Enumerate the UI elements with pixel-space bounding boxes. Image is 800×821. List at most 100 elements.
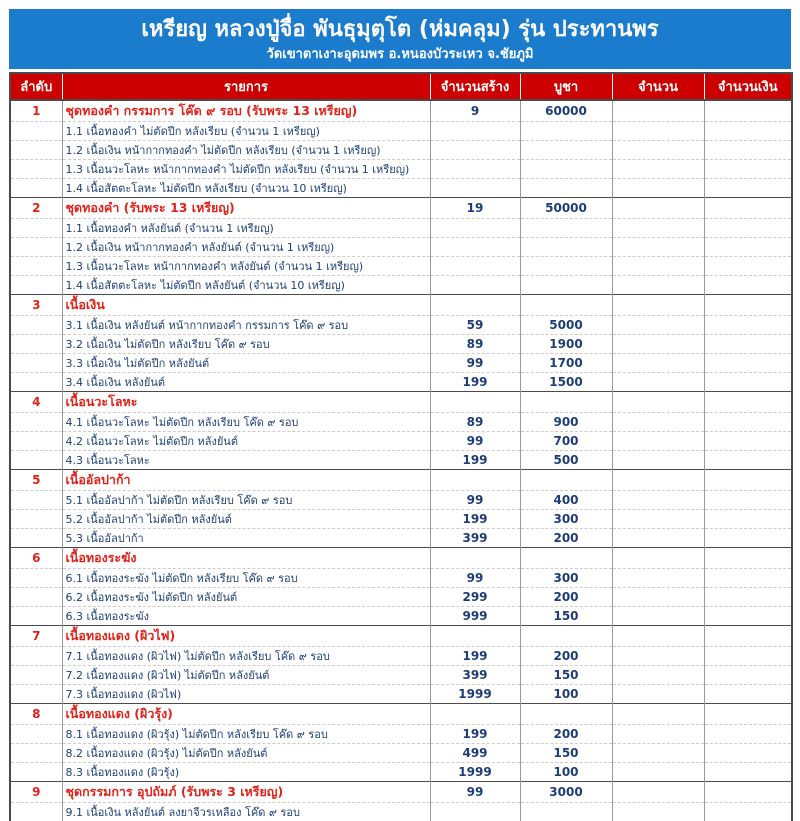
item-order-cell (10, 315, 62, 335)
item-amount-cell (703, 762, 792, 782)
item-amount-cell (703, 568, 792, 588)
section-made-count (429, 703, 520, 725)
item-made-count (429, 178, 520, 198)
item-row: 5.3 เนื้ออัลปาก้า 399 200 (10, 528, 792, 548)
section-title: ชุดกรรมการ อุปถัมภ์ (รับพระ 3 เหรียญ) (61, 781, 430, 803)
item-price (519, 802, 612, 821)
item-order-cell (10, 275, 62, 295)
item-quantity-cell (611, 665, 704, 685)
item-made-count: 499 (429, 743, 520, 763)
item-row: 4.2 เนื้อนวะโลหะ ไม่ตัดปีก หลังยันต์ 99 70… (10, 431, 792, 451)
section-price (519, 703, 612, 725)
header-row: ลำดับ รายการ จำนวนสร้าง บูชา จำนวน จำนวน… (10, 73, 792, 101)
item-quantity-cell (611, 606, 704, 626)
section-made-count (429, 294, 520, 316)
table-body: 1 ชุดทองคำ กรรมการ โค๊ด ๙ รอบ (รับพระ 13 … (10, 99, 792, 821)
item-row: 1.2 เนื้อเงิน หน้ากากทองคำ หลังยันต์ (จำ… (10, 237, 792, 257)
item-quantity-cell (611, 334, 704, 354)
item-order-cell (10, 450, 62, 470)
section-number: 5 (10, 469, 62, 491)
item-amount-cell (703, 528, 792, 548)
column-header-quantity: จำนวน (611, 73, 704, 101)
section-number: 2 (10, 197, 62, 219)
section-price (519, 469, 612, 491)
section-number: 3 (10, 294, 62, 316)
section-title: ชุดทองคำ กรรมการ โค๊ด ๙ รอบ (รับพระ 13 เ… (61, 99, 430, 122)
item-row: 3.3 เนื้อเงิน ไม่ตัดปีก หลังยันต์ 99 1700 (10, 353, 792, 373)
item-label: 6.1 เนื้อทองระฆัง ไม่ตัดปีก หลังเรียบ โค… (61, 568, 430, 588)
item-made-count: 99 (429, 568, 520, 588)
item-order-cell (10, 684, 62, 704)
item-order-cell (10, 159, 62, 179)
item-made-count (429, 140, 520, 160)
section-title: เนื้อทองระฆัง (61, 547, 430, 569)
section-price: 60000 (519, 99, 612, 122)
item-order-cell (10, 140, 62, 160)
section-title: เนื้อทองแดง (ผิวไฟ) (61, 625, 430, 647)
item-quantity-cell (611, 762, 704, 782)
item-price (519, 237, 612, 257)
item-label: 5.3 เนื้ออัลปาก้า (61, 528, 430, 548)
item-price: 100 (519, 684, 612, 704)
section-quantity-cell (611, 781, 704, 803)
item-order-cell (10, 587, 62, 607)
item-quantity-cell (611, 450, 704, 470)
section-amount-cell (703, 547, 792, 569)
section-row: 4 เนื้อนวะโลหะ (10, 391, 792, 413)
table-header: ลำดับ รายการ จำนวนสร้าง บูชา จำนวน จำนวน… (10, 73, 792, 101)
item-order-cell (10, 568, 62, 588)
item-price: 1700 (519, 353, 612, 373)
item-label: 5.1 เนื้ออัลปาก้า ไม่ตัดปีก หลังเรียบ โค… (61, 490, 430, 510)
section-amount-cell (703, 99, 792, 122)
item-made-count (429, 237, 520, 257)
column-header-made-count: จำนวนสร้าง (429, 73, 520, 101)
item-price: 300 (519, 509, 612, 529)
item-quantity-cell (611, 568, 704, 588)
item-label: 1.3 เนื้อนวะโลหะ หน้ากากทองคำ ไม่ตัดปีก … (61, 159, 430, 179)
item-amount-cell (703, 509, 792, 529)
item-label: 7.3 เนื้อทองแดง (ผิวไฟ) (61, 684, 430, 704)
item-quantity-cell (611, 353, 704, 373)
item-label: 1.4 เนื้อสัตตะโลหะ ไม่ตัดปีก หลังยันต์ (… (61, 275, 430, 295)
column-header-amount: จำนวนเงิน (703, 73, 792, 101)
item-label: 3.3 เนื้อเงิน ไม่ตัดปีก หลังยันต์ (61, 353, 430, 373)
item-price: 400 (519, 490, 612, 510)
item-label: 1.4 เนื้อสัตตะโลหะ ไม่ตัดปีก หลังเรียบ (… (61, 178, 430, 198)
item-order-cell (10, 353, 62, 373)
section-row: 5 เนื้ออัลปาก้า (10, 469, 792, 491)
section-amount-cell (703, 469, 792, 491)
item-made-count: 1999 (429, 684, 520, 704)
section-quantity-cell (611, 294, 704, 316)
section-number: 7 (10, 625, 62, 647)
section-row: 2 ชุดทองคำ (รับพระ 13 เหรียญ) 19 50000 (10, 197, 792, 219)
section-title: เนื้อทองแดง (ผิวรุ้ง) (61, 703, 430, 725)
item-row: 1.4 เนื้อสัตตะโลหะ ไม่ตัดปีก หลังยันต์ (… (10, 275, 792, 295)
item-label: 7.2 เนื้อทองแดง (ผิวไฟ) ไม่ตัดปีก หลังยั… (61, 665, 430, 685)
item-made-count: 199 (429, 372, 520, 392)
item-amount-cell (703, 372, 792, 392)
item-amount-cell (703, 684, 792, 704)
item-order-cell (10, 509, 62, 529)
item-amount-cell (703, 743, 792, 763)
item-quantity-cell (611, 178, 704, 198)
item-label: 6.2 เนื้อทองระฆัง ไม่ตัดปีก หลังยันต์ (61, 587, 430, 607)
item-row: 6.2 เนื้อทองระฆัง ไม่ตัดปีก หลังยันต์ 299… (10, 587, 792, 607)
section-quantity-cell (611, 469, 704, 491)
section-made-count (429, 391, 520, 413)
section-price: 50000 (519, 197, 612, 219)
section-row: 3 เนื้อเงิน (10, 294, 792, 316)
section-quantity-cell (611, 197, 704, 219)
item-quantity-cell (611, 237, 704, 257)
section-number: 9 (10, 781, 62, 803)
item-order-cell (10, 490, 62, 510)
item-order-cell (10, 121, 62, 141)
item-price: 150 (519, 606, 612, 626)
item-made-count: 299 (429, 587, 520, 607)
section-amount-cell (703, 781, 792, 803)
item-made-count (429, 256, 520, 276)
item-quantity-cell (611, 490, 704, 510)
section-number: 8 (10, 703, 62, 725)
item-price: 200 (519, 724, 612, 744)
item-made-count (429, 218, 520, 238)
item-order-cell (10, 178, 62, 198)
